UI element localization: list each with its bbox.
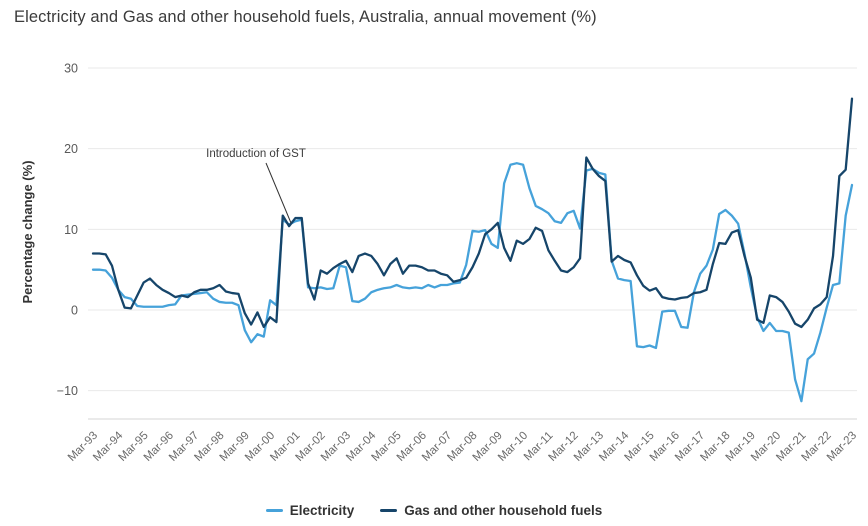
- legend-swatch-electricity-icon: [265, 509, 283, 512]
- legend-swatch-gas-icon: [380, 509, 398, 512]
- svg-text:30: 30: [64, 62, 78, 76]
- y-axis-ticks: 30 20 10 0 −10: [57, 62, 78, 399]
- y-axis-title: Percentage change (%): [20, 160, 35, 303]
- gst-annotation-label: Introduction of GST: [206, 148, 306, 160]
- series-line-electricity[interactable]: [91, 162, 854, 403]
- gridlines: [88, 67, 857, 420]
- legend-label-gas: Gas and other household fuels: [404, 503, 603, 518]
- legend-label-electricity: Electricity: [289, 503, 355, 518]
- legend-item-electricity[interactable]: Electricity: [265, 503, 355, 518]
- chart-canvas: 30 20 10 0 −10 Mar-93Mar-94Mar-95Mar-96Mar-9…: [20, 62, 859, 464]
- gst-annotation-leader-line: [265, 162, 292, 224]
- x-axis-ticks[interactable]: Mar-93Mar-94Mar-95Mar-96Mar-97Mar-98Mar-…: [66, 429, 859, 464]
- series-lines: [91, 97, 854, 403]
- svg-text:−10: −10: [57, 384, 78, 398]
- svg-text:20: 20: [64, 142, 78, 156]
- legend-item-gas[interactable]: Gas and other household fuels: [380, 503, 602, 518]
- chart-legend: Electricity Gas and other household fuel…: [0, 503, 868, 518]
- chart-title: Electricity and Gas and other household …: [14, 8, 597, 26]
- svg-text:10: 10: [64, 223, 78, 237]
- series-line-gas[interactable]: [91, 97, 854, 329]
- svg-text:0: 0: [71, 304, 78, 318]
